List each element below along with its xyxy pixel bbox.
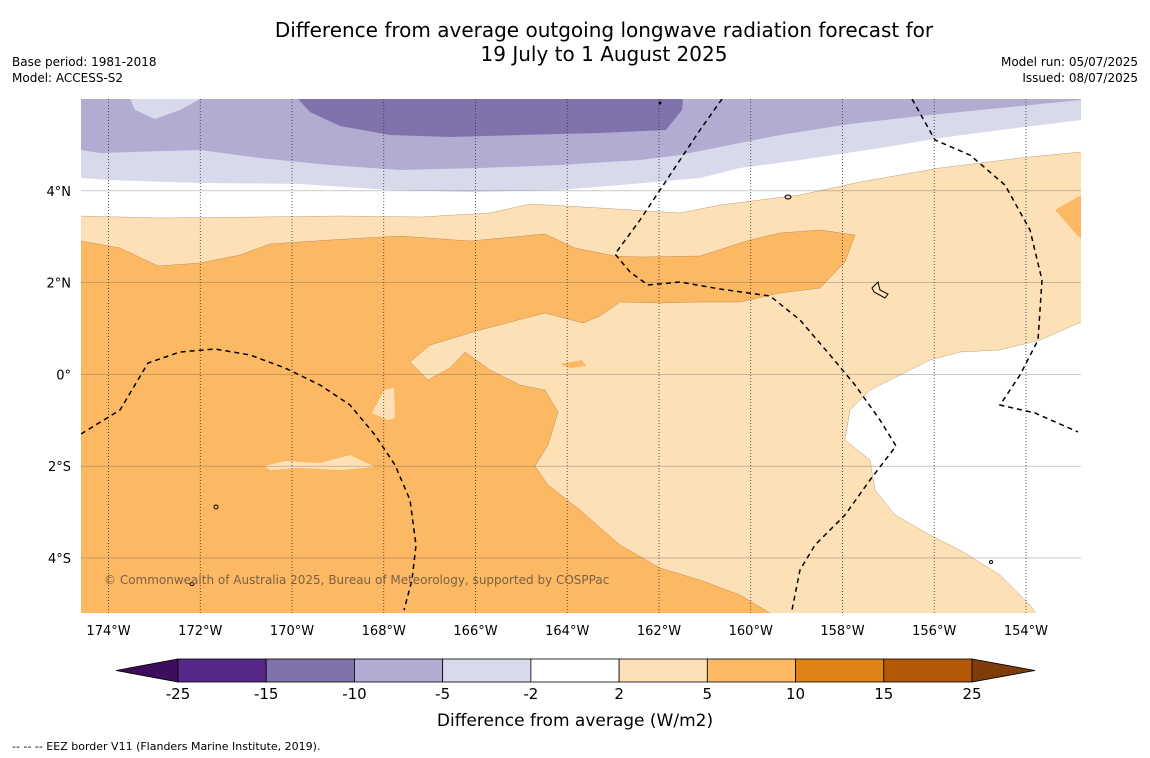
lon-tick-label: 166°W [453, 624, 497, 639]
colorbar-tick-label: -10 [342, 685, 367, 703]
island-a [784, 194, 792, 200]
colorbar-tick-label: -5 [435, 685, 450, 703]
island-f [989, 560, 993, 564]
colorbar-bin [530, 658, 620, 683]
colorbar-label: Difference from average (W/m2) [437, 711, 713, 731]
colorbar-tick-label: 2 [614, 685, 624, 703]
colorbar-tick-label: -25 [166, 685, 191, 703]
fill-minus5-minus10-tl [130, 99, 200, 119]
meta-left: Base period: 1981-2018 Model: ACCESS-S2 [12, 54, 157, 86]
colorbar-tick-label: -2 [523, 685, 538, 703]
fill-5-10-island [560, 360, 586, 368]
meta-right: Model run: 05/07/2025 Issued: 08/07/2025 [1001, 54, 1138, 86]
eez-border-central [614, 99, 897, 611]
eez-footer-note: -- -- -- EEZ border V11 (Flanders Marine… [12, 740, 321, 753]
islands [189, 101, 993, 586]
colorbar-bin [265, 658, 355, 683]
lon-tick-label: 174°W [86, 624, 130, 639]
lon-tick-label: 154°W [1004, 624, 1048, 639]
title-line-1: Difference from average outgoing longwav… [274, 18, 934, 42]
colorbar-tick-label: 5 [703, 685, 713, 703]
island-d [189, 582, 195, 586]
colorbar-tick-label: 15 [874, 685, 893, 703]
eez-border-east [911, 99, 1079, 433]
island-c [213, 504, 219, 510]
copyright-text: © Commonwealth of Australia 2025, Bureau… [104, 573, 609, 587]
colorbar-extend-high [971, 658, 1036, 683]
eez-border-west [81, 348, 417, 611]
colorbar-tick-label: -15 [254, 685, 279, 703]
colorbar-bin [177, 658, 267, 683]
lon-tick-label: 164°W [545, 624, 589, 639]
colorbar-bin [883, 658, 973, 683]
colorbar-tick-label: 25 [962, 685, 981, 703]
lon-tick-label: 172°W [178, 624, 222, 639]
lon-tick-label: 158°W [820, 624, 864, 639]
title-line-2: 19 July to 1 August 2025 [480, 42, 728, 66]
island-e [658, 101, 662, 105]
island-b [871, 281, 889, 299]
colorbar-bin [795, 658, 885, 683]
lon-tick-labels: 174°W 172°W 170°W 168°W 166°W 164°W 162°W 160°W… [86, 624, 1048, 639]
colorbar-tick-label: 10 [786, 685, 805, 703]
lat-tick-label: 4°S [48, 552, 71, 567]
lon-tick-label: 170°W [270, 624, 314, 639]
fill-5-10-east [1055, 195, 1081, 238]
lat-tick-label: 0° [56, 368, 71, 383]
lat-tick-labels: 4°N 2°N 0° 2°S 4°S [47, 185, 72, 567]
model-name: Model: ACCESS-S2 [12, 71, 124, 85]
eez-borders [81, 99, 1079, 611]
colorbar-bin [354, 658, 444, 683]
lat-gridlines [81, 190, 1081, 559]
lon-tick-label: 168°W [362, 624, 406, 639]
issued-date: Issued: 08/07/2025 [1022, 71, 1138, 85]
colorbar: -25 -15 -10 -5 -2 2 5 10 15 25 [115, 658, 1036, 703]
model-run: Model run: 05/07/2025 [1000, 55, 1138, 69]
map-title: Difference from average outgoing longwav… [0, 18, 1150, 66]
lat-tick-label: 4°N [47, 185, 72, 200]
fill-2-5-island-1 [372, 388, 395, 420]
colorbar-extend-low [115, 658, 179, 683]
lat-tick-label: 2°N [47, 277, 72, 292]
colorbar-bin [706, 658, 796, 683]
colorbar-bin [618, 658, 708, 683]
lon-tick-label: 156°W [912, 624, 956, 639]
fill-5-10 [81, 230, 855, 613]
base-period: Base period: 1981-2018 [12, 55, 157, 69]
lon-tick-label: 162°W [637, 624, 681, 639]
lon-tick-label: 160°W [729, 624, 773, 639]
lat-tick-label: 2°S [48, 460, 71, 475]
fill-minus10-minus15 [298, 99, 683, 137]
colorbar-bin [442, 658, 532, 683]
contour-fills [81, 99, 1081, 613]
